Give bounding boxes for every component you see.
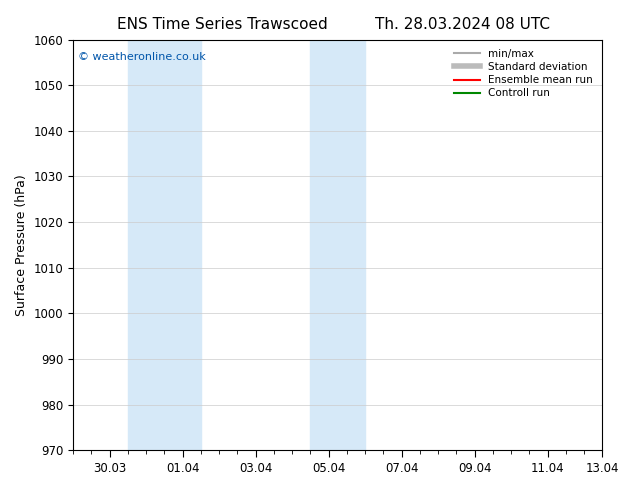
Bar [310,40,365,450]
Y-axis label: Surface Pressure (hPa): Surface Pressure (hPa) [15,174,28,316]
Text: © weatheronline.co.uk: © weatheronline.co.uk [79,52,206,62]
Legend: min/max, Standard deviation, Ensemble mean run, Controll run: min/max, Standard deviation, Ensemble me… [450,45,597,102]
Bar [128,40,201,450]
Text: Th. 28.03.2024 08 UTC: Th. 28.03.2024 08 UTC [375,17,550,32]
Text: ENS Time Series Trawscoed: ENS Time Series Trawscoed [117,17,327,32]
